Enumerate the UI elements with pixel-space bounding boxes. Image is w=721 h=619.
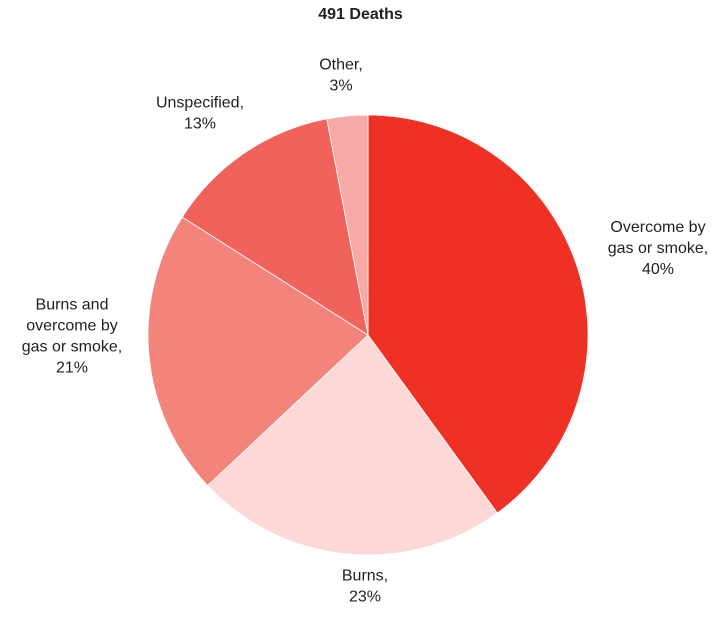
pie-slices <box>147 114 589 556</box>
slice-label-line: Overcome by <box>610 219 705 236</box>
slice-label-line: gas or smoke, <box>22 339 122 356</box>
slice-label-line: 3% <box>329 78 352 95</box>
slice-label-burns: Burns, 23% <box>342 568 388 606</box>
slice-label-line: 23% <box>349 589 381 606</box>
slice-label-line: Burns and <box>36 297 109 314</box>
pie-slice-unspecified <box>181 118 369 336</box>
slice-label-other: Other, 3% <box>319 57 363 95</box>
pie-slice-burns-and-overcome-by-gas-or-smoke <box>147 216 369 487</box>
slice-label-line: overcome by <box>26 318 118 335</box>
slice-label-line: 21% <box>56 360 88 377</box>
pie-slice-burns <box>207 334 498 556</box>
slice-label-line: gas or smoke, <box>608 240 708 257</box>
slice-label-line: Other, <box>319 57 363 74</box>
pie-slice-other <box>326 114 369 336</box>
pie-labels: Overcome by gas or smoke, 40%Burns, 23%Burn… <box>22 57 708 606</box>
slice-label-line: 40% <box>642 261 674 278</box>
slice-label-overcome-by-gas-or-smoke: Overcome by gas or smoke, 40% <box>608 219 708 278</box>
slice-label-line: 13% <box>184 116 216 133</box>
slice-label-unspecified: Unspecified, 13% <box>156 95 244 133</box>
pie-slice-overcome-by-gas-or-smoke <box>367 114 589 514</box>
slice-label-line: Burns, <box>342 568 388 585</box>
slice-label-line: Unspecified, <box>156 95 244 112</box>
chart-title: 491 Deaths <box>318 6 403 23</box>
slice-label-burns-and-overcome-by-gas-or-smoke: Burns and overcome by gas or smoke, 21% <box>22 297 122 377</box>
